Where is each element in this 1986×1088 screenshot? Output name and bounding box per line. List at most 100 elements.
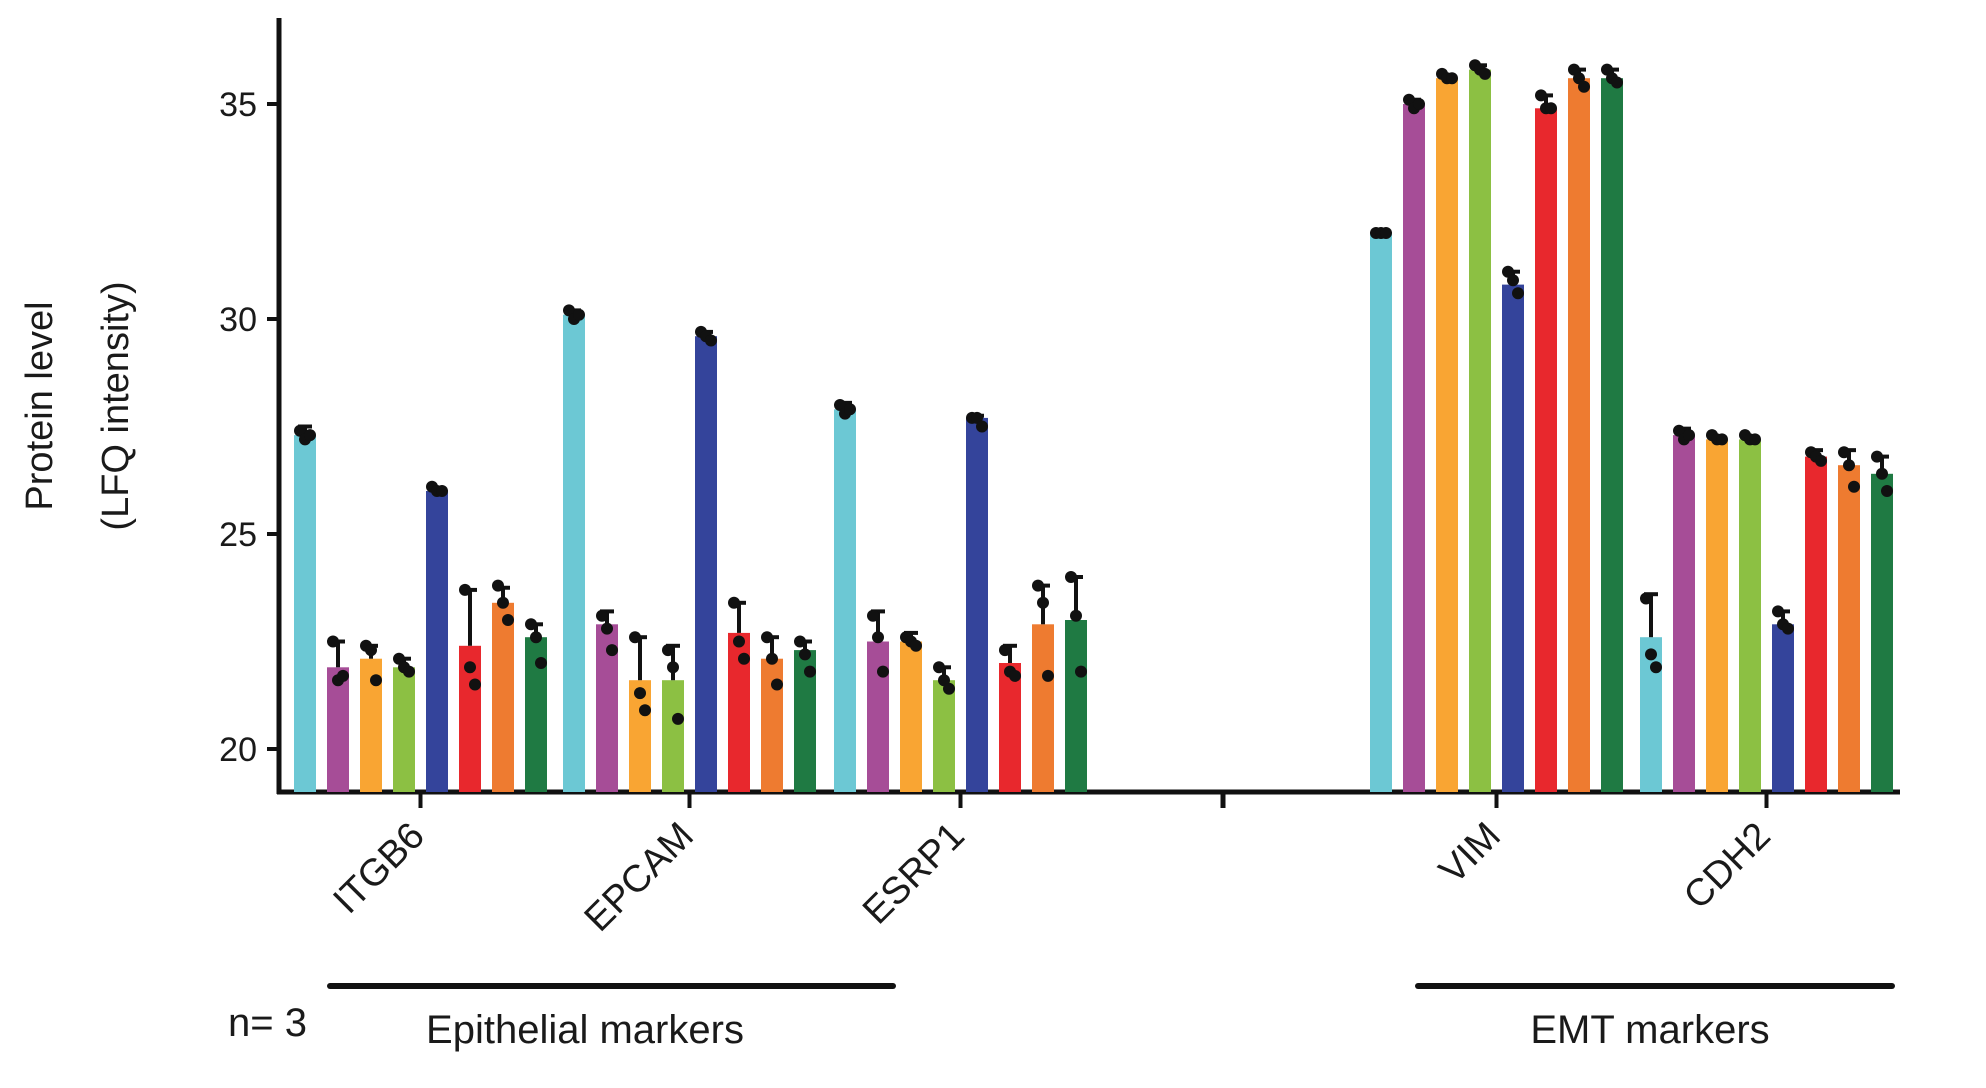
- group-label: EMT markers: [1530, 1008, 1769, 1052]
- bar: [563, 314, 585, 792]
- data-point: [492, 579, 504, 592]
- data-point: [1037, 596, 1049, 609]
- bar: [695, 336, 717, 792]
- bar: [294, 435, 316, 792]
- bar: [794, 650, 816, 792]
- data-point: [766, 652, 778, 665]
- data-point: [1535, 89, 1547, 102]
- data-point: [943, 682, 955, 695]
- bar-series: [426, 265, 1794, 792]
- data-point: [728, 596, 740, 609]
- bar: [1065, 620, 1087, 792]
- data-point: [530, 631, 542, 644]
- sample-size-note: n= 3: [228, 1001, 307, 1045]
- data-point: [1871, 450, 1883, 463]
- data-point: [1650, 661, 1662, 674]
- x-tick-label: VIM: [1431, 815, 1508, 892]
- data-point: [1838, 446, 1850, 459]
- data-point: [1413, 98, 1425, 110]
- data-point: [867, 609, 879, 622]
- data-point: [705, 334, 717, 347]
- bar-series: [393, 59, 1761, 793]
- bar: [1502, 284, 1524, 792]
- data-point: [606, 644, 618, 657]
- y-tick-label: 20: [219, 731, 257, 769]
- data-point: [1512, 287, 1524, 300]
- data-point: [634, 687, 646, 700]
- bar-series: [327, 93, 1695, 792]
- data-point: [525, 618, 537, 631]
- bar-series-layer: [294, 59, 1893, 793]
- bar: [834, 409, 856, 792]
- data-point: [497, 596, 509, 609]
- data-point: [910, 639, 922, 652]
- y-tick-label: 30: [219, 301, 257, 339]
- y-tick-label: 35: [219, 86, 257, 124]
- data-point: [1782, 622, 1794, 635]
- bar: [1706, 439, 1728, 792]
- data-point: [1065, 571, 1077, 583]
- data-point: [1843, 459, 1855, 472]
- data-point: [436, 485, 448, 497]
- data-point: [733, 635, 745, 648]
- bar: [1640, 637, 1662, 792]
- data-point: [799, 648, 811, 661]
- data-point: [1545, 102, 1557, 115]
- data-point: [1032, 579, 1044, 592]
- data-point: [976, 420, 988, 433]
- bar: [1805, 456, 1827, 792]
- data-point: [738, 652, 750, 665]
- bar: [933, 680, 955, 792]
- data-point: [667, 661, 679, 674]
- data-point: [1380, 227, 1392, 239]
- data-point: [1683, 429, 1695, 442]
- bar: [662, 680, 684, 792]
- data-point: [1881, 485, 1893, 497]
- data-point: [464, 661, 476, 674]
- bar-series: [525, 63, 1893, 792]
- data-point: [573, 308, 585, 321]
- bar: [728, 632, 750, 792]
- data-point: [403, 665, 415, 678]
- bar: [1535, 108, 1557, 793]
- data-point: [804, 665, 816, 678]
- data-point: [1009, 669, 1021, 682]
- bar-series: [492, 63, 1860, 792]
- bar: [900, 641, 922, 792]
- bar: [525, 637, 547, 792]
- bar: [1032, 624, 1054, 792]
- data-point: [502, 614, 514, 626]
- x-tick-label: ESRP1: [855, 815, 973, 933]
- data-point: [1749, 433, 1761, 446]
- data-point: [1578, 80, 1590, 93]
- data-point: [999, 644, 1011, 657]
- data-point: [933, 661, 945, 674]
- data-point: [365, 644, 377, 657]
- data-point: [1876, 467, 1888, 480]
- y-axis-title-line2: (LFQ intensity): [95, 281, 137, 530]
- bar: [327, 667, 349, 792]
- data-point: [1645, 648, 1657, 661]
- data-point: [370, 674, 382, 687]
- data-point: [1446, 72, 1458, 85]
- data-point: [639, 704, 651, 717]
- bar: [999, 663, 1021, 792]
- data-point: [1716, 433, 1728, 446]
- data-point: [1848, 480, 1860, 493]
- data-point: [1772, 605, 1784, 618]
- bar: [426, 491, 448, 792]
- y-axis-title: Protein level (LFQ intensity): [19, 281, 137, 530]
- data-point: [1611, 76, 1623, 89]
- x-tick-label: CDH2: [1676, 815, 1779, 918]
- bar-series: [294, 227, 1662, 792]
- bar: [393, 667, 415, 792]
- bar: [1772, 624, 1794, 792]
- data-point: [629, 631, 641, 644]
- data-point: [337, 669, 349, 682]
- bar: [1673, 435, 1695, 792]
- data-point: [459, 583, 471, 596]
- bar: [966, 417, 988, 792]
- data-point: [771, 678, 783, 691]
- data-point: [662, 644, 674, 657]
- bar: [492, 602, 514, 792]
